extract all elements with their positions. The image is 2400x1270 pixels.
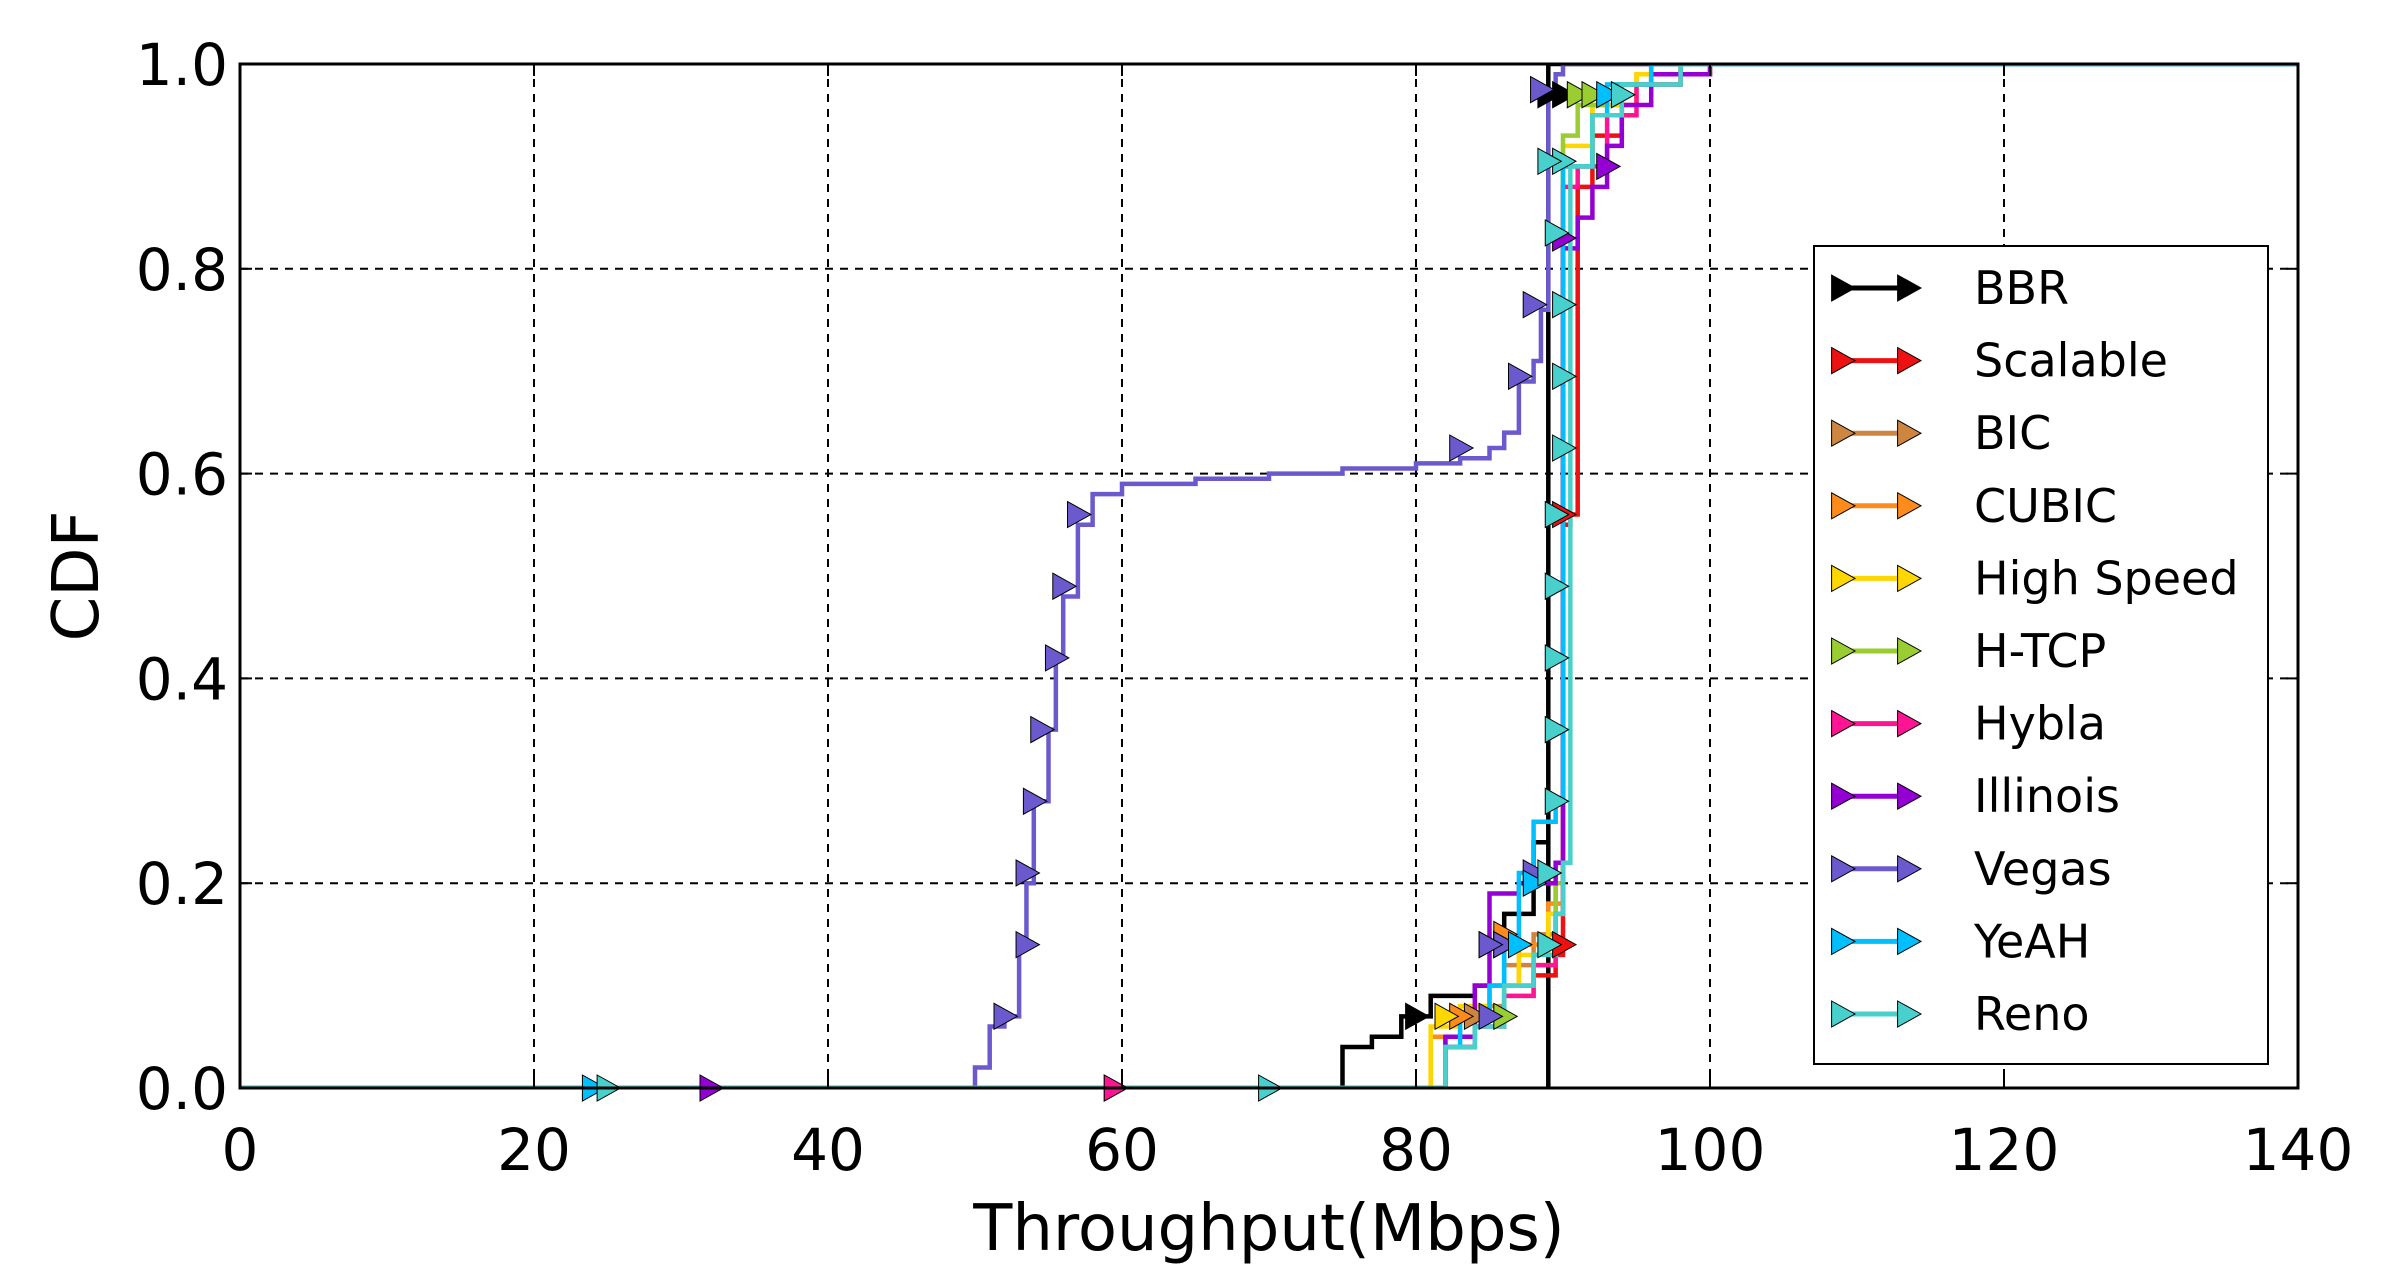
x-tick-label: 120	[1949, 1116, 2060, 1184]
series-marker	[1610, 80, 1636, 109]
legend-label: Reno	[1974, 987, 2090, 1041]
series-line-vegas	[240, 64, 2298, 1088]
legend-swatch-marker	[1897, 709, 1923, 738]
series-marker	[1544, 572, 1570, 601]
y-axis-title: CDF	[40, 511, 114, 642]
legend: BBR Scalable BIC CUBIC High Speed H-TCP Hybla I…	[1813, 245, 2269, 1065]
series-marker	[1596, 80, 1622, 109]
legend-label: YeAH	[1973, 914, 2090, 968]
series-marker	[1552, 434, 1578, 462]
legend-swatch-marker	[1831, 782, 1857, 811]
y-tick-label: 1.0	[136, 31, 228, 99]
y-axis: 0.0 0.2 0.4 0.6 0.8 1.0	[136, 31, 2298, 1123]
x-tick-label: 0	[222, 1116, 259, 1184]
marker-group	[581, 75, 1636, 1102]
y-tick-label: 0.2	[136, 850, 228, 918]
series-marker	[1537, 859, 1563, 887]
legend-swatch-marker	[1831, 854, 1857, 883]
series-marker	[1522, 290, 1548, 319]
series-marker	[1537, 147, 1563, 176]
legend-swatch-marker	[1831, 709, 1857, 738]
series-marker	[1544, 500, 1570, 529]
legend-swatch-marker	[1831, 637, 1857, 665]
series-marker	[1537, 930, 1563, 959]
legend-label: H-TCP	[1974, 624, 2106, 678]
legend-swatch-marker	[1897, 274, 1923, 302]
series-marker	[1405, 1002, 1431, 1031]
series-marker	[1434, 1002, 1460, 1031]
x-tick-label: 60	[1085, 1116, 1159, 1184]
series-marker	[1544, 219, 1570, 247]
legend-swatch-marker	[1897, 927, 1923, 956]
legend-swatch-marker	[1831, 419, 1857, 448]
series-marker	[993, 1002, 1019, 1031]
legend-swatch-marker	[1897, 637, 1923, 665]
series-marker	[1581, 80, 1607, 109]
legend-swatch-marker	[1897, 564, 1923, 593]
series-marker	[1522, 869, 1548, 898]
y-tick-label: 0.8	[136, 236, 228, 304]
series-marker	[1566, 80, 1592, 109]
plot-frame	[238, 62, 2300, 1090]
legend-label: High Speed	[1974, 551, 2239, 605]
series-marker	[1478, 1002, 1504, 1031]
legend-label: Vegas	[1974, 842, 2112, 896]
y-tick-label: 0.0	[136, 1055, 228, 1123]
legend-label: Illinois	[1974, 769, 2120, 823]
series-marker	[1030, 715, 1056, 744]
legend-label: BBR	[1974, 261, 2069, 315]
legend-swatch-marker	[1897, 782, 1923, 811]
series-marker	[1022, 787, 1048, 816]
series-marker	[1067, 500, 1092, 529]
x-tick-label: 140	[2243, 1116, 2354, 1184]
legend-swatch-marker	[1897, 419, 1923, 448]
legend-label: Scalable	[1974, 334, 2168, 388]
legend-label: Hybla	[1974, 697, 2106, 751]
x-axis: 0 20 40 60 80 100 120 140	[222, 64, 2354, 1184]
x-axis-title: Throughput(Mbps)	[972, 1192, 1565, 1266]
legend-swatch-marker	[1831, 927, 1857, 956]
x-tick-label: 80	[1379, 1116, 1453, 1184]
series-marker	[1044, 644, 1070, 672]
legend-label: CUBIC	[1974, 479, 2117, 533]
series-marker	[1478, 930, 1504, 959]
series-marker	[1449, 434, 1475, 462]
series-marker	[1552, 80, 1578, 109]
series-marker	[1544, 715, 1570, 744]
y-tick-label: 0.4	[136, 645, 228, 713]
x-tick-label: 100	[1655, 1116, 1766, 1184]
legend-swatch-marker	[1831, 491, 1857, 520]
series-marker	[1508, 362, 1533, 391]
legend-swatch-marker	[1897, 1000, 1923, 1028]
series-marker	[1544, 644, 1570, 672]
series-marker	[1052, 572, 1078, 601]
legend-swatch-marker	[1897, 346, 1923, 375]
legend-label: BIC	[1974, 406, 2051, 460]
legend-swatch-marker	[1897, 491, 1923, 520]
series-marker	[1015, 859, 1041, 887]
legend-swatch-marker	[1831, 346, 1857, 375]
series-marker	[1552, 290, 1578, 319]
y-tick-label: 0.6	[136, 441, 228, 509]
legend-swatch-marker	[1831, 274, 1857, 302]
series-marker	[1508, 930, 1533, 959]
x-tick-label: 20	[497, 1116, 571, 1184]
x-tick-label: 40	[791, 1116, 865, 1184]
legend-box	[1813, 245, 2269, 1065]
series-marker	[1015, 930, 1041, 959]
series-marker	[1544, 787, 1570, 816]
series-marker	[1552, 362, 1578, 391]
legend-swatch-marker	[1831, 1000, 1857, 1028]
series-marker	[1596, 152, 1622, 181]
legend-swatch-marker	[1831, 564, 1857, 593]
legend-swatch-marker	[1897, 854, 1923, 883]
series-marker	[1530, 75, 1555, 104]
